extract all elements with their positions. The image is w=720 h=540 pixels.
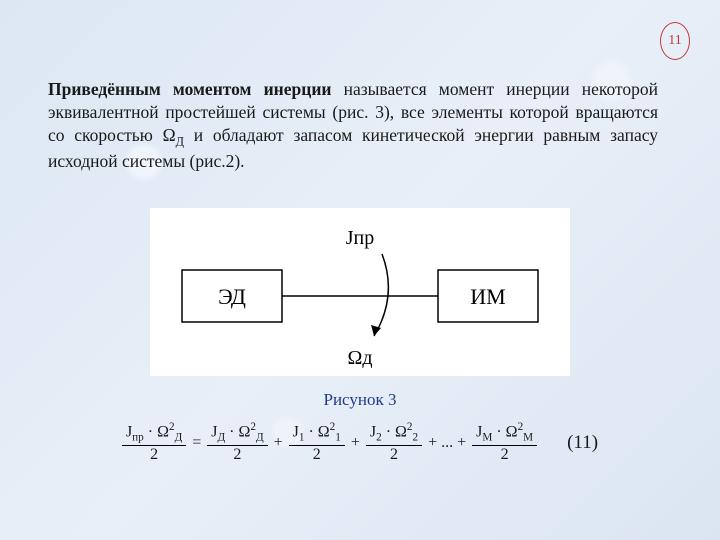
eq-term-2: J1 · Ω21 2 <box>289 422 345 464</box>
eq-term-1: JД · Ω2Д 2 <box>207 422 267 464</box>
equation-11: Jпр · Ω2Д 2 = JД · Ω2Д 2 + J1 · Ω21 2 + … <box>0 422 720 464</box>
eq-term-5: JМ · Ω2М 2 <box>472 422 537 464</box>
definition-paragraph: Приведённым моментом инерции называется … <box>48 78 658 173</box>
left-box-label: ЭД <box>218 284 246 309</box>
page-number: 11 <box>668 34 681 48</box>
right-box-label: ИМ <box>470 284 505 309</box>
figure-caption: Рисунок 3 <box>0 390 720 410</box>
eq-ellipsis: + ... + <box>428 434 466 452</box>
para-sub-1: Д <box>176 135 184 149</box>
equation-body: Jпр · Ω2Д 2 = JД · Ω2Д 2 + J1 · Ω21 2 + … <box>122 422 537 464</box>
figure-svg: ЭД ИМ Jпр Ωд <box>150 208 570 376</box>
omega-d-label: Ωд <box>347 347 372 369</box>
figure-3: ЭД ИМ Jпр Ωд <box>150 208 570 376</box>
eq-term-0: Jпр · Ω2Д 2 <box>122 422 186 464</box>
page-number-badge: 11 <box>660 22 690 60</box>
term-bold: Приведённым моментом инерции <box>48 79 332 99</box>
equation-number: (11) <box>567 432 598 454</box>
eq-term-3: J2 · Ω22 2 <box>366 422 422 464</box>
j-pr-label: Jпр <box>346 227 375 249</box>
